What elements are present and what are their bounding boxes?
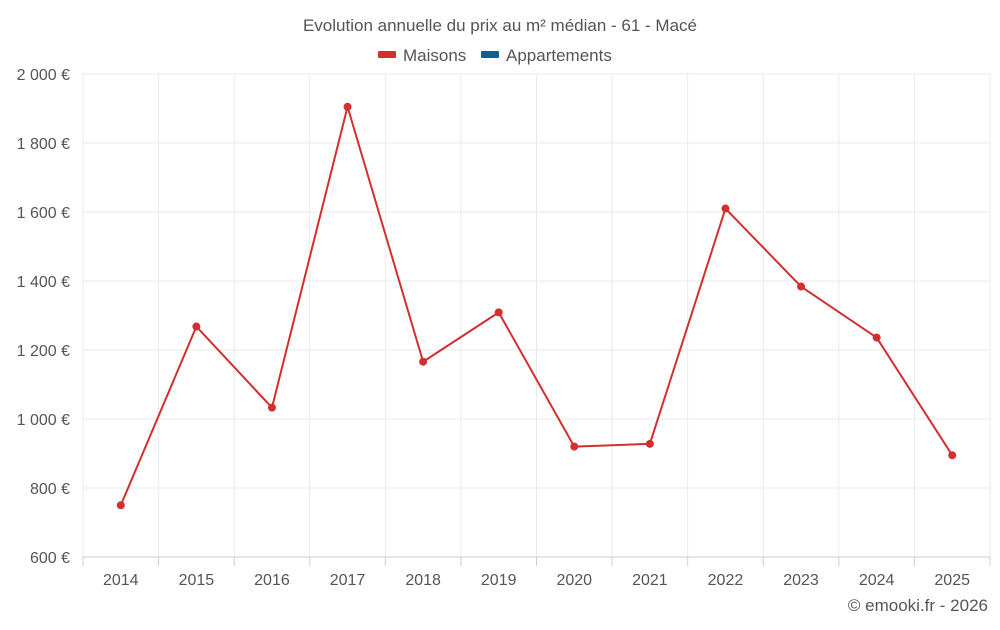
data-point-maisons[interactable] [570,442,579,451]
x-tick-label: 2020 [556,572,592,589]
x-tick-label: 2025 [934,572,970,589]
data-point-maisons[interactable] [192,322,201,331]
grid [82,73,991,557]
data-point-maisons[interactable] [797,282,806,291]
data-point-maisons[interactable] [872,333,881,342]
x-tick-label: 2018 [405,572,441,589]
data-point-maisons[interactable] [267,403,276,412]
y-tick-label: 800 € [30,481,70,498]
x-tick-label: 2017 [330,572,366,589]
y-tick-label: 1 400 € [17,274,70,291]
series-layer [116,102,957,510]
x-tick-label: 2015 [179,572,215,589]
y-tick-label: 600 € [30,550,70,567]
x-tick-label: 2021 [632,572,668,589]
data-point-maisons[interactable] [343,102,352,111]
x-tick-label: 2019 [481,572,517,589]
y-tick-label: 1 200 € [17,343,70,360]
data-point-maisons[interactable] [948,451,957,460]
data-point-maisons[interactable] [721,204,730,213]
x-tick-label: 2016 [254,572,290,589]
x-axis: 2014 2015 2016 2017 2018 2019 2020 2021 2022 2023… [82,556,991,589]
y-axis: 600 € 800 € 1 000 € 1 200 € 1 400 € 1 600 € 1 … [17,67,70,567]
legend-label-appartements: Appartements [506,46,612,65]
data-point-maisons[interactable] [494,308,503,317]
legend-label-maisons: Maisons [403,46,466,65]
legend-item-appartements[interactable]: Appartements [481,46,612,65]
y-tick-label: 1 600 € [17,205,70,222]
legend-swatch-appartements [481,51,499,58]
x-tick-label: 2024 [859,572,895,589]
y-tick-label: 1 800 € [17,136,70,153]
footer-credit: © emooki.fr - 2026 [848,596,988,615]
legend-item-maisons[interactable]: Maisons [378,46,466,65]
data-point-maisons[interactable] [419,357,428,366]
legend: Maisons Appartements [378,46,612,65]
legend-swatch-maisons [378,51,396,58]
series-line-maisons [119,105,954,506]
x-tick-label: 2014 [103,572,139,589]
y-tick-label: 2 000 € [17,67,70,84]
chart-title: Evolution annuelle du prix au m² médian … [303,16,697,35]
x-tick-label: 2022 [708,572,744,589]
x-tick-label: 2023 [783,572,819,589]
y-tick-label: 1 000 € [17,412,70,429]
data-point-maisons[interactable] [116,501,125,510]
data-point-maisons[interactable] [645,439,654,448]
